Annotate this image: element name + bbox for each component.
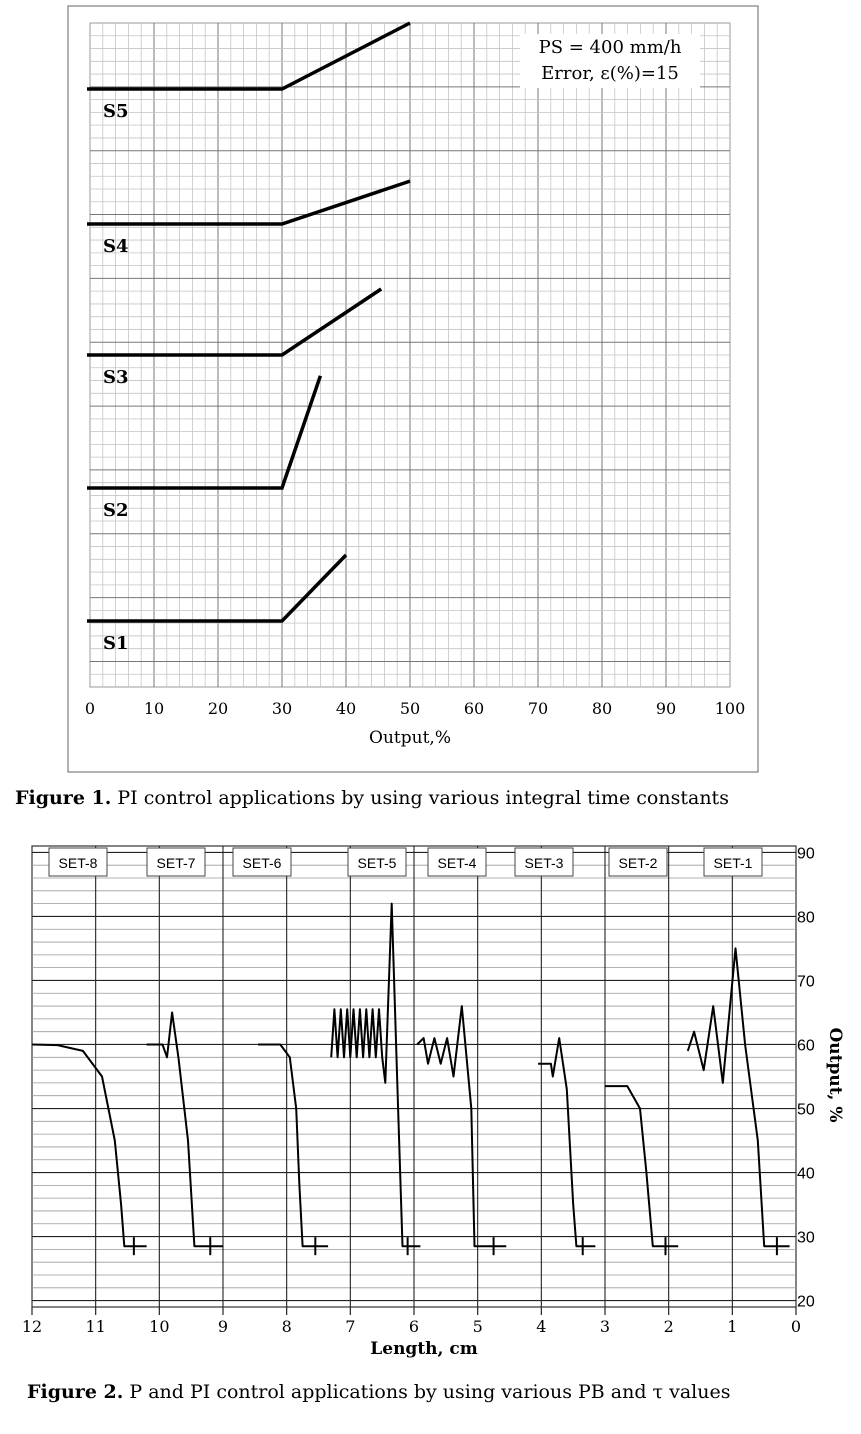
series-label-s4: S4 bbox=[103, 236, 129, 257]
set-label-box bbox=[514, 847, 574, 877]
x-tick-label: 20 bbox=[208, 699, 228, 718]
figure-2-x-axis-label: Length, cm bbox=[370, 1339, 477, 1359]
x-tick-label: 3 bbox=[600, 1317, 610, 1336]
x-tick-label: 30 bbox=[272, 699, 292, 718]
x-tick-label: 10 bbox=[149, 1317, 169, 1336]
figure-2-y-axis-label: Output, % bbox=[825, 1027, 845, 1122]
x-tick-label: 5 bbox=[473, 1317, 483, 1336]
set-label-set-1: SET-1 bbox=[714, 855, 753, 871]
figure-1: S5 S4 S3 S2 S1 0 10 20 30 40 50 60 70 80 90 100 Output… bbox=[67, 5, 759, 773]
x-tick-label: 4 bbox=[536, 1317, 546, 1336]
figure-2: SET-8 SET-7 SET-6 SET-5 SET-4 SET-3 SET-2 SET-1… bbox=[22, 845, 845, 1359]
figure-1-caption: Figure 1. PI control applications by usi… bbox=[15, 787, 729, 809]
y-tick-label: 90 bbox=[797, 845, 815, 862]
figure-2-set-labels: SET-8 SET-7 SET-6 SET-5 SET-4 SET-3 SET-2 SET-1 bbox=[48, 847, 763, 877]
set-label-set-8: SET-8 bbox=[59, 855, 98, 871]
set-label-set-7: SET-7 bbox=[157, 855, 196, 871]
series-line-s3 bbox=[87, 287, 383, 357]
set-label-box bbox=[608, 847, 668, 877]
x-tick-label: 60 bbox=[464, 699, 484, 718]
x-tick-label: 6 bbox=[409, 1317, 419, 1336]
x-tick-label: 70 bbox=[528, 699, 548, 718]
y-tick-label: 50 bbox=[797, 1102, 815, 1119]
set-label-box bbox=[347, 847, 407, 877]
annotation-ps: PS = 400 mm/h bbox=[539, 37, 682, 58]
set-label-set-2: SET-2 bbox=[619, 855, 658, 871]
x-tick-label: 9 bbox=[218, 1317, 228, 1336]
set-label-set-5: SET-5 bbox=[358, 855, 397, 871]
figure-2-grid bbox=[31, 845, 797, 1315]
x-tick-label: 90 bbox=[656, 699, 676, 718]
x-tick-label: 12 bbox=[22, 1317, 42, 1336]
series-line-set-8 bbox=[31, 1043, 147, 1248]
set-label-box bbox=[703, 847, 763, 877]
annotation-background bbox=[520, 34, 700, 88]
figure-1-series-labels: S5 S4 S3 S2 S1 bbox=[103, 101, 129, 654]
x-tick-label: 7 bbox=[345, 1317, 355, 1336]
series-line-set-6 bbox=[258, 1043, 329, 1248]
figure-1-caption-label: Figure 1. bbox=[15, 787, 111, 809]
figure-2-y-tick-labels: 20 30 40 50 60 70 80 90 bbox=[797, 845, 815, 1310]
figure-2-caption-label: Figure 2. bbox=[27, 1381, 123, 1403]
series-line-s2 bbox=[87, 375, 323, 490]
y-tick-label: 60 bbox=[797, 1037, 815, 1054]
series-line-set-7 bbox=[146, 1011, 223, 1248]
y-tick-label: 80 bbox=[797, 909, 815, 926]
x-tick-label: 0 bbox=[85, 699, 95, 718]
y-tick-label: 30 bbox=[797, 1230, 815, 1247]
y-tick-label: 40 bbox=[797, 1166, 815, 1183]
figure-2-caption-text: P and PI control applications by using v… bbox=[123, 1381, 730, 1403]
set-label-set-4: SET-4 bbox=[438, 855, 477, 871]
set-label-set-3: SET-3 bbox=[525, 855, 564, 871]
set-label-box bbox=[146, 847, 206, 877]
x-tick-label: 0 bbox=[791, 1317, 801, 1336]
x-tick-label: 10 bbox=[144, 699, 164, 718]
figure-2-series bbox=[31, 902, 790, 1256]
figure-1-caption-text: PI control applications by using various… bbox=[111, 787, 729, 809]
series-line-set-1 bbox=[686, 947, 790, 1248]
set-label-set-6: SET-6 bbox=[243, 855, 282, 871]
series-line-s5 bbox=[87, 21, 411, 91]
series-label-s3: S3 bbox=[103, 367, 129, 388]
series-line-set-5 bbox=[330, 902, 421, 1248]
figure-1-x-axis-label: Output,% bbox=[369, 728, 451, 748]
y-tick-label: 20 bbox=[797, 1294, 815, 1311]
series-label-s2: S2 bbox=[103, 500, 129, 521]
series-line-set-2 bbox=[605, 1085, 679, 1248]
series-line-set-3 bbox=[538, 1037, 596, 1248]
x-tick-label: 2 bbox=[664, 1317, 674, 1336]
set-label-box bbox=[427, 847, 487, 877]
figure-1-x-tick-labels: 0 10 20 30 40 50 60 70 80 90 100 bbox=[85, 699, 745, 718]
set-label-box bbox=[48, 847, 108, 877]
x-tick-label: 11 bbox=[85, 1317, 105, 1336]
y-tick-label: 70 bbox=[797, 973, 815, 990]
figure-1-series bbox=[87, 21, 411, 623]
series-label-s5: S5 bbox=[103, 101, 129, 122]
series-line-s1 bbox=[87, 553, 348, 623]
x-tick-label: 40 bbox=[336, 699, 356, 718]
x-tick-label: 100 bbox=[715, 699, 746, 718]
series-label-s1: S1 bbox=[103, 633, 129, 654]
figure-2-x-tick-labels: 12 11 10 9 8 7 6 5 4 3 2 1 0 bbox=[22, 1317, 801, 1336]
annotation-error: Error, ε(%)=15 bbox=[541, 63, 679, 84]
x-tick-label: 50 bbox=[400, 699, 420, 718]
x-tick-label: 80 bbox=[592, 699, 612, 718]
series-line-s4 bbox=[87, 179, 411, 226]
series-line-set-4 bbox=[416, 1005, 507, 1248]
x-tick-label: 8 bbox=[282, 1317, 292, 1336]
set-label-box bbox=[232, 847, 292, 877]
x-tick-label: 1 bbox=[727, 1317, 737, 1336]
figure-2-caption: Figure 2. P and PI control applications … bbox=[27, 1381, 730, 1403]
